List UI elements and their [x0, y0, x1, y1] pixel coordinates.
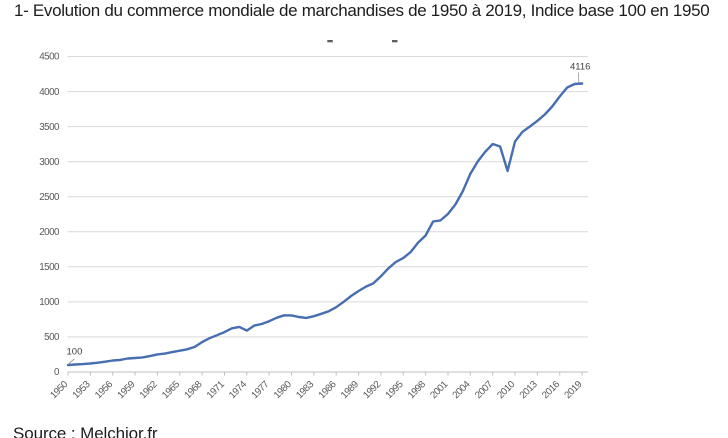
- svg-text:500: 500: [44, 332, 60, 343]
- svg-text:0: 0: [54, 367, 60, 378]
- svg-text:2019: 2019: [562, 379, 584, 401]
- svg-text:3000: 3000: [39, 157, 60, 168]
- svg-text:1992: 1992: [361, 379, 383, 401]
- svg-text:1959: 1959: [115, 379, 137, 401]
- svg-text:1989: 1989: [339, 379, 361, 401]
- svg-text:1974: 1974: [227, 379, 250, 402]
- svg-text:4000: 4000: [39, 87, 60, 98]
- svg-text:1983: 1983: [294, 379, 317, 402]
- svg-text:1000: 1000: [39, 297, 60, 308]
- svg-text:1500: 1500: [39, 262, 60, 273]
- svg-text:1953: 1953: [71, 379, 94, 402]
- svg-text:2010: 2010: [495, 379, 518, 402]
- svg-text:4116: 4116: [570, 62, 590, 73]
- svg-text:1977: 1977: [249, 379, 271, 401]
- svg-text:1965: 1965: [160, 379, 183, 402]
- svg-text:2500: 2500: [39, 192, 60, 203]
- svg-text:2004: 2004: [451, 379, 474, 402]
- svg-text:1986: 1986: [317, 379, 340, 402]
- svg-text:1998: 1998: [406, 379, 429, 402]
- svg-text:2016: 2016: [540, 379, 563, 402]
- svg-text:1971: 1971: [205, 379, 227, 401]
- svg-text:2007: 2007: [473, 379, 495, 401]
- svg-text:3500: 3500: [39, 122, 60, 133]
- svg-text:1980: 1980: [272, 379, 295, 402]
- svg-text:1956: 1956: [93, 379, 116, 402]
- svg-text:1995: 1995: [384, 379, 407, 402]
- svg-text:1950: 1950: [48, 379, 71, 402]
- svg-text:2000: 2000: [39, 227, 60, 238]
- svg-text:2013: 2013: [518, 379, 541, 402]
- svg-text:4500: 4500: [39, 52, 60, 63]
- svg-text:100: 100: [67, 347, 83, 358]
- svg-text:2001: 2001: [428, 379, 450, 401]
- svg-text:1968: 1968: [182, 379, 205, 402]
- svg-text:1962: 1962: [138, 379, 160, 401]
